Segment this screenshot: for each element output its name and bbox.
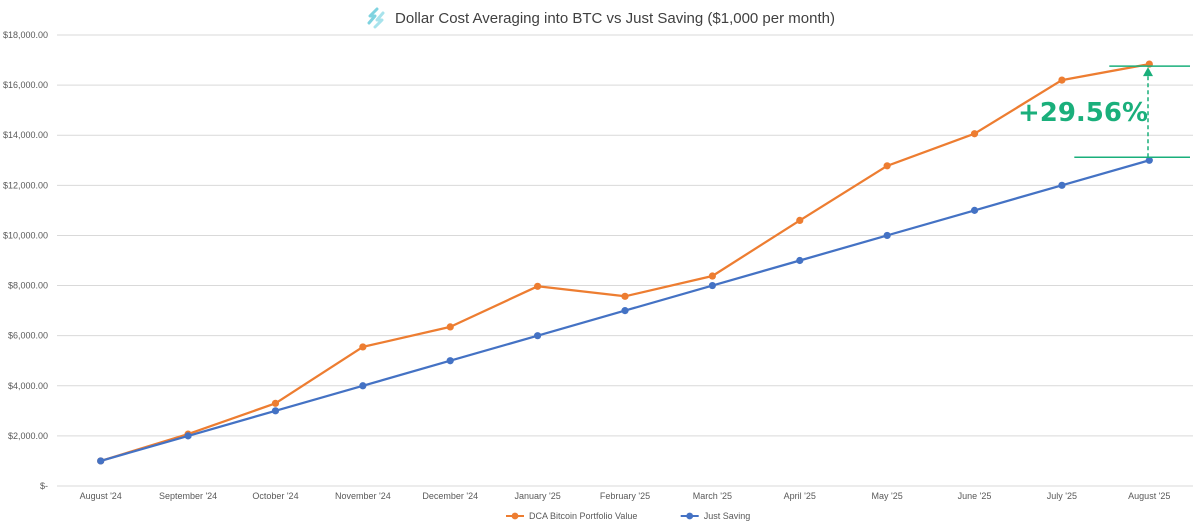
chart-title: Dollar Cost Averaging into BTC vs Just S… bbox=[395, 9, 835, 27]
x-tick-label: September '24 bbox=[159, 491, 217, 501]
y-tick-label: $10,000.00 bbox=[3, 230, 48, 240]
x-tick-label: August '25 bbox=[1128, 491, 1170, 501]
data-point bbox=[534, 332, 542, 340]
data-point bbox=[1058, 181, 1066, 189]
y-tick-label: $14,000.00 bbox=[3, 130, 48, 140]
data-point bbox=[621, 292, 629, 300]
y-tick-label: $2,000.00 bbox=[8, 431, 48, 441]
data-point bbox=[446, 323, 454, 331]
data-point bbox=[796, 216, 804, 225]
x-tick-label: July '25 bbox=[1047, 491, 1077, 501]
annotation-arrow-head bbox=[1143, 67, 1153, 77]
x-tick-label: January '25 bbox=[514, 491, 560, 501]
data-point bbox=[708, 272, 716, 280]
x-tick-label: May '25 bbox=[872, 491, 903, 501]
x-tick-label: April '25 bbox=[784, 491, 816, 501]
data-point bbox=[446, 357, 454, 365]
y-tick-label: $16,000.00 bbox=[3, 80, 48, 90]
legend-swatch-marker bbox=[511, 512, 519, 520]
data-point bbox=[883, 231, 891, 240]
y-tick-label: $8,000.00 bbox=[8, 281, 48, 291]
x-axis-ticks: August '24 September '24 October '24 Novemb… bbox=[80, 491, 1171, 501]
x-tick-label: March '25 bbox=[693, 491, 732, 501]
data-point bbox=[271, 399, 280, 407]
logo-icon bbox=[367, 7, 385, 29]
annotation-label: +29.56% bbox=[1018, 98, 1148, 128]
grid-layer bbox=[57, 34, 1193, 487]
series-line bbox=[100, 62, 1150, 462]
legend-item: Just Saving bbox=[680, 511, 751, 521]
data-point bbox=[271, 407, 280, 415]
data-point bbox=[708, 281, 716, 290]
legend-swatch-marker bbox=[686, 512, 694, 520]
y-tick-label: $12,000.00 bbox=[3, 180, 48, 190]
y-tick-label: $18,000.00 bbox=[3, 30, 48, 40]
data-point bbox=[970, 206, 979, 214]
data-point bbox=[796, 256, 804, 265]
data-point bbox=[534, 282, 542, 290]
data-point bbox=[359, 343, 367, 351]
data-point bbox=[1145, 156, 1153, 164]
x-tick-label: August '24 bbox=[80, 491, 122, 501]
legend: DCA Bitcoin Portfolio Value Just Saving bbox=[506, 511, 750, 521]
data-point bbox=[1058, 76, 1066, 84]
x-tick-label: December '24 bbox=[422, 491, 478, 501]
x-tick-label: February '25 bbox=[600, 491, 650, 501]
y-tick-label: $6,000.00 bbox=[8, 331, 48, 341]
legend-item: DCA Bitcoin Portfolio Value bbox=[506, 511, 637, 521]
x-tick-label: June '25 bbox=[958, 491, 992, 501]
data-point bbox=[97, 457, 105, 465]
y-tick-label: $4,000.00 bbox=[8, 381, 48, 391]
x-tick-label: October '24 bbox=[252, 491, 298, 501]
y-axis-ticks: $- $2,000.00 $4,000.00 $6,000.00 $8,000.00 $1… bbox=[3, 30, 48, 491]
annotation-layer: +29.56% bbox=[1018, 65, 1190, 159]
data-point bbox=[359, 382, 367, 390]
legend-label: Just Saving bbox=[704, 511, 751, 521]
data-point bbox=[970, 130, 979, 138]
data-point bbox=[883, 162, 891, 170]
series-dca-bitcoin-portfolio-value bbox=[97, 60, 1153, 465]
chart-title-row: Dollar Cost Averaging into BTC vs Just S… bbox=[0, 6, 1200, 30]
x-tick-label: November '24 bbox=[335, 491, 391, 501]
data-point bbox=[621, 307, 629, 315]
y-tick-label: $- bbox=[40, 481, 48, 491]
legend-label: DCA Bitcoin Portfolio Value bbox=[529, 511, 637, 521]
series-layer bbox=[97, 60, 1153, 465]
series-just-saving bbox=[97, 156, 1153, 465]
data-point bbox=[184, 432, 192, 440]
